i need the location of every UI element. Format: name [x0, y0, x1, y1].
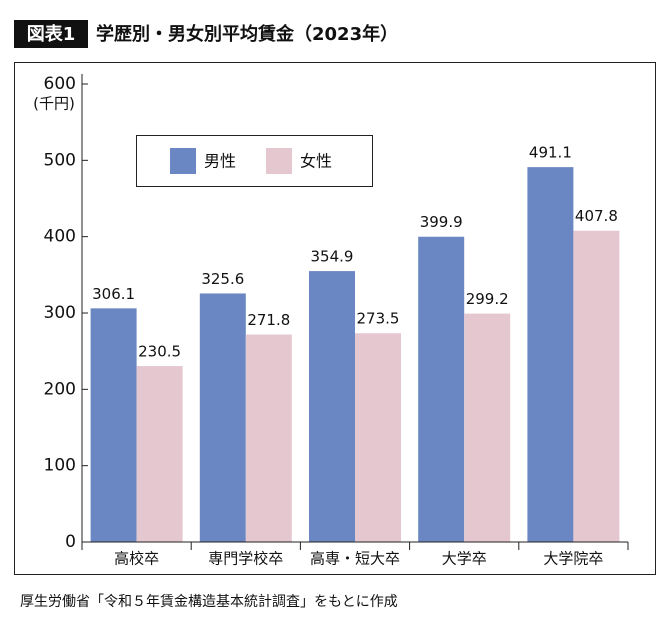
legend-swatch [266, 148, 292, 174]
y-unit: (千円) [33, 95, 75, 113]
value-label: 273.5 [357, 310, 400, 328]
bar [355, 333, 401, 542]
value-label: 299.2 [466, 290, 509, 308]
bar [199, 293, 246, 542]
figure-label-box [14, 20, 88, 48]
legend-label: 男性 [204, 152, 236, 171]
x-tick-label: 高専・短大卒 [310, 550, 400, 568]
figure-label: 図表1 [27, 23, 76, 45]
bar [309, 271, 355, 542]
value-label: 399.9 [420, 213, 463, 231]
frame [14, 62, 656, 575]
bar [136, 366, 183, 542]
legend-label: 女性 [300, 152, 332, 171]
x-tick-label: 大学卒 [442, 550, 487, 568]
bar [464, 313, 511, 542]
y-tick-label: 200 [44, 379, 76, 399]
y-tick-label: 0 [65, 532, 76, 552]
value-label: 354.9 [311, 248, 354, 266]
bar [573, 230, 620, 543]
source-note: 厚生労働省「令和５年賃金構造基本統計調査」をもとに作成 [20, 593, 398, 610]
value-label: 407.8 [575, 207, 618, 225]
bar [90, 308, 137, 542]
value-label: 325.6 [201, 270, 244, 288]
y-tick-label: 600 [44, 74, 76, 94]
x-tick-label: 高校卒 [114, 550, 159, 568]
y-tick-label: 400 [44, 227, 76, 247]
legend-swatch [170, 148, 196, 174]
x-tick-label: 大学院卒 [543, 550, 603, 568]
value-label: 491.1 [529, 144, 572, 162]
x-tick-label: 専門学校卒 [208, 550, 283, 568]
y-tick-label: 300 [44, 303, 76, 323]
value-label: 271.8 [247, 311, 290, 329]
value-label: 306.1 [92, 285, 135, 303]
bar [527, 167, 574, 542]
value-label: 230.5 [138, 343, 181, 361]
bar [418, 236, 465, 543]
bar [245, 334, 292, 542]
y-tick-label: 100 [44, 456, 76, 476]
chart-title: 学歴別・男女別平均賃金（2023年） [96, 23, 398, 45]
y-tick-label: 500 [44, 150, 76, 170]
